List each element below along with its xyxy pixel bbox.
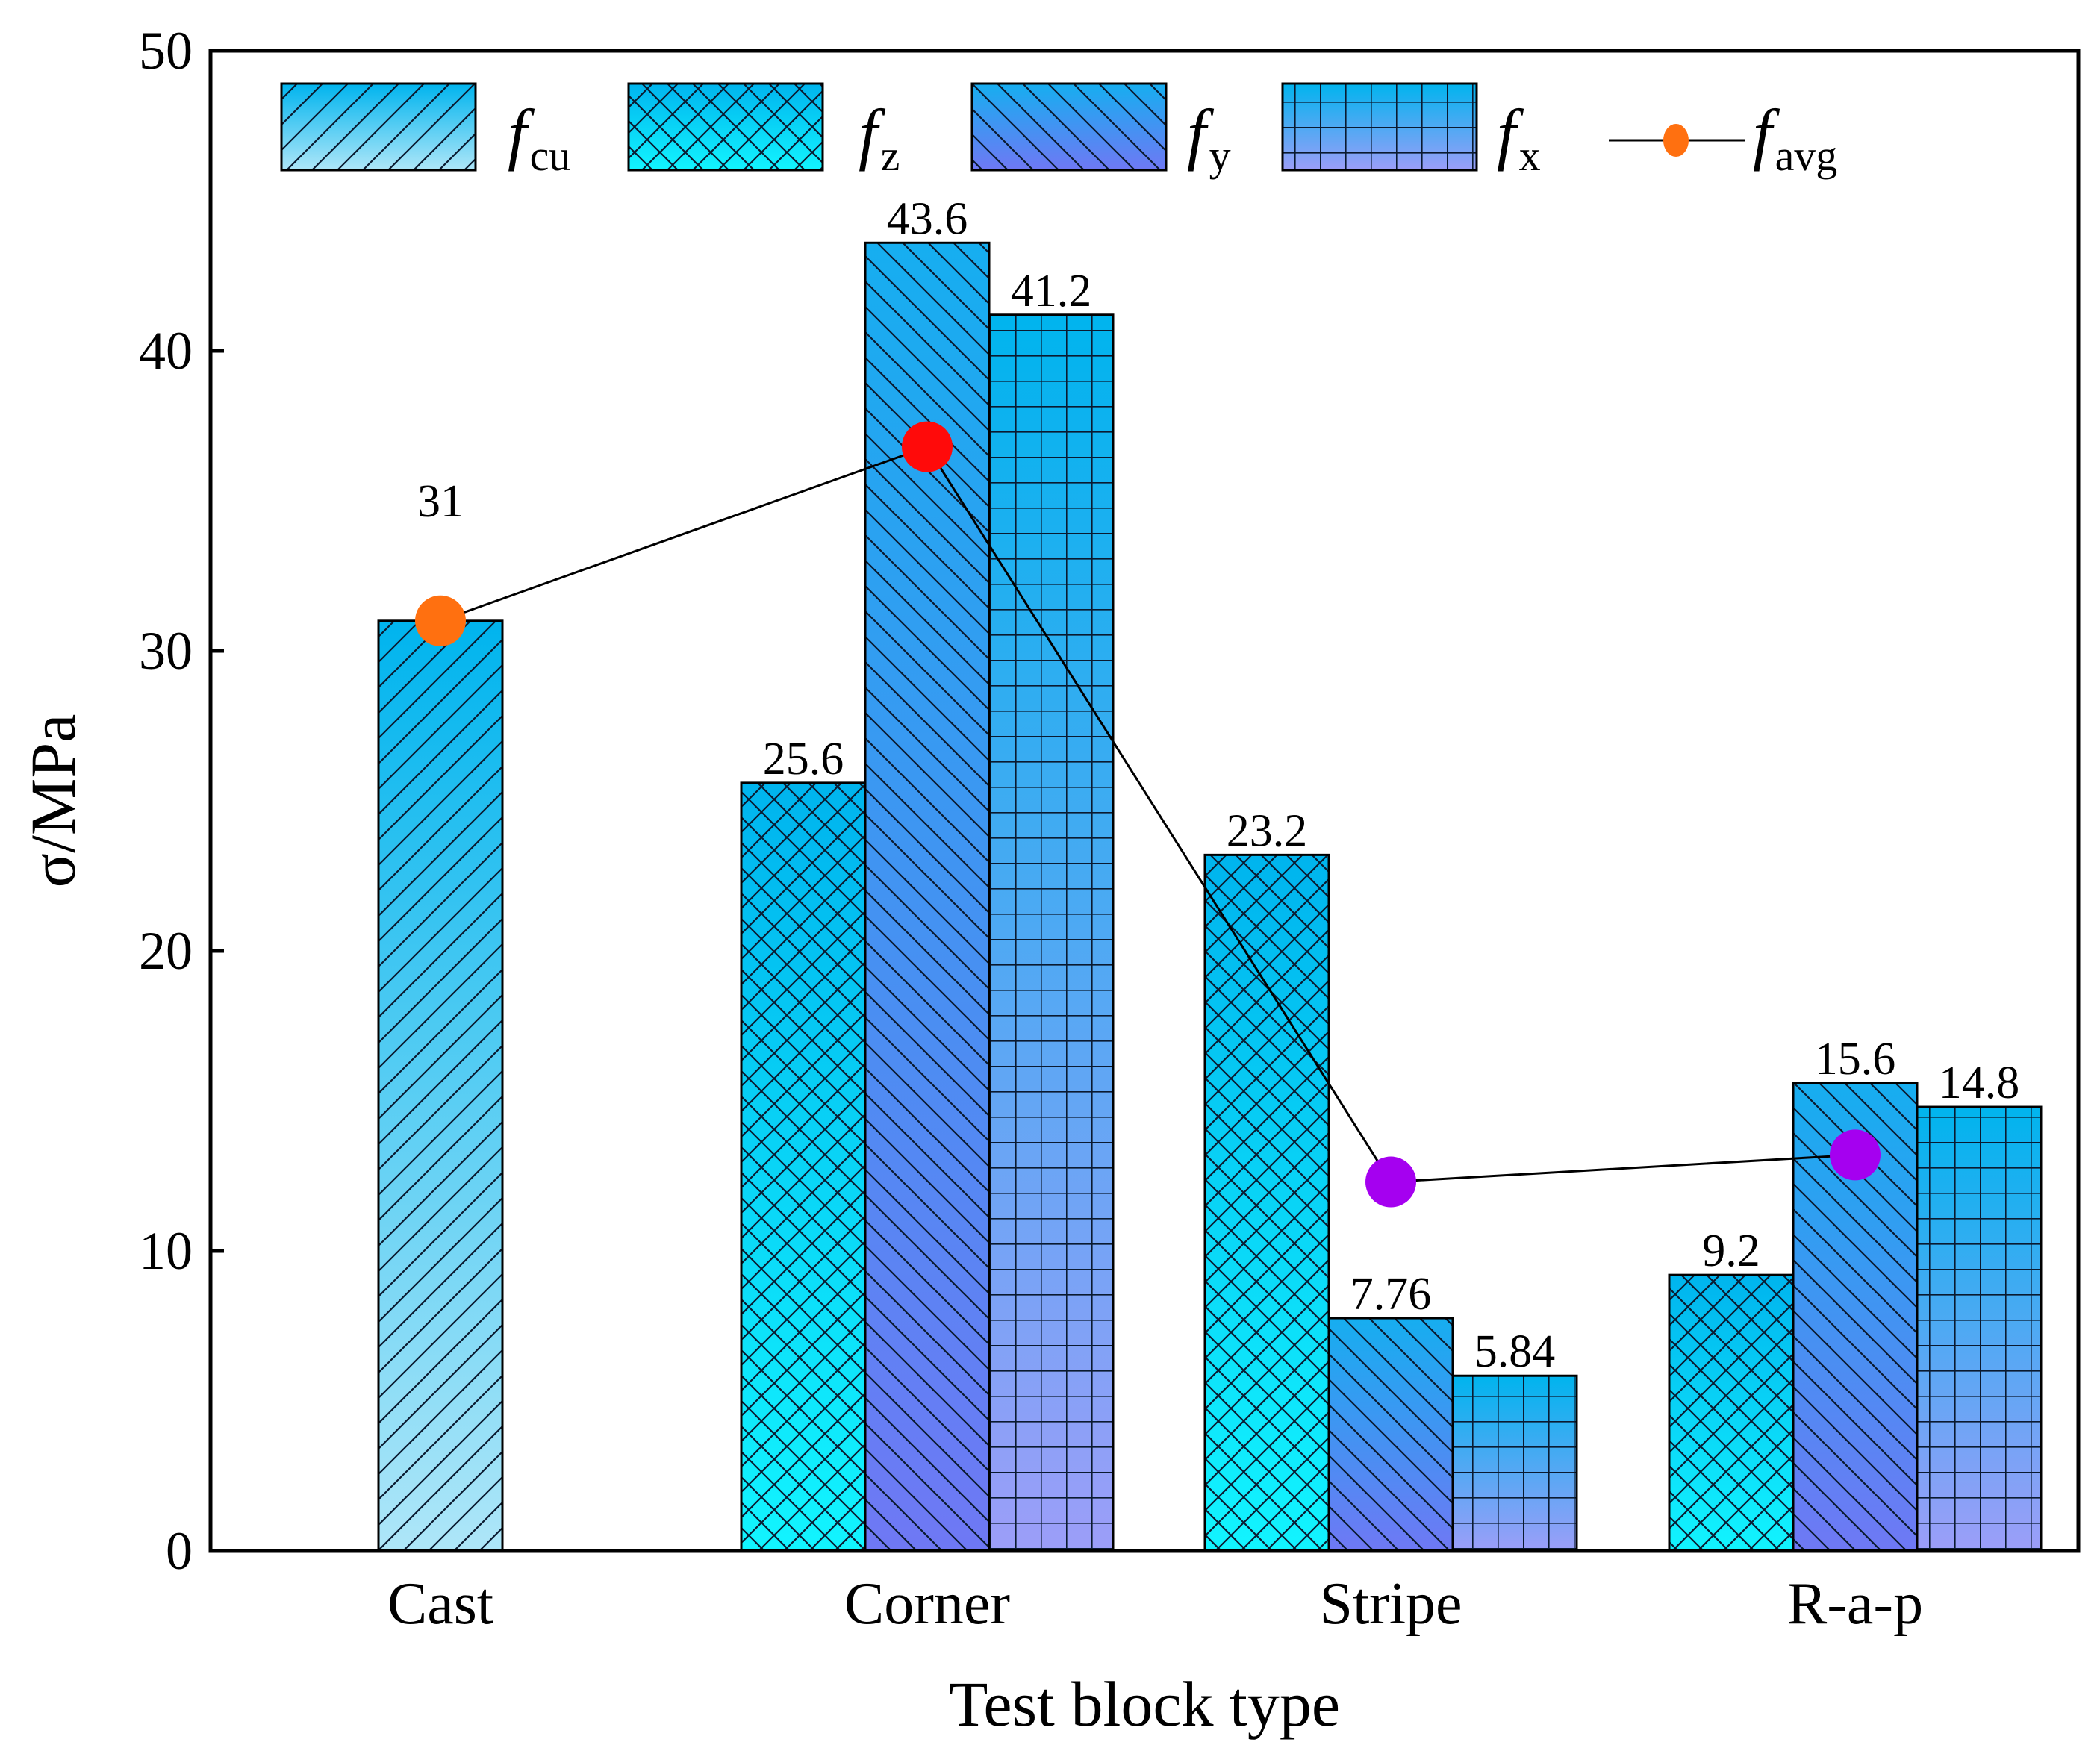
avg-line bbox=[440, 445, 1856, 1184]
avg-marker-r-a-p bbox=[1830, 1129, 1881, 1181]
bar-fx-corner bbox=[988, 313, 1115, 1552]
data-label-fy-r-a-p: 15.6 bbox=[1815, 1034, 1896, 1084]
bar-fz-r-a-p bbox=[1668, 1273, 1795, 1552]
bar-fx-stripe bbox=[1451, 1374, 1578, 1552]
avg-line-layer bbox=[415, 421, 1881, 1208]
data-label-fy-corner: 43.6 bbox=[887, 193, 968, 244]
legend-item-fz: fz bbox=[627, 82, 900, 180]
bars-layer bbox=[377, 241, 2043, 1552]
bar-fz-stripe bbox=[1203, 853, 1330, 1552]
x-tick-label-r-a-p: R-a-p bbox=[1787, 1571, 1923, 1637]
legend-item-fy: fy bbox=[970, 82, 1231, 180]
data-label-fx-r-a-p: 14.8 bbox=[1939, 1058, 2020, 1108]
x-tick-label-cast: Cast bbox=[387, 1571, 493, 1637]
legend-label-fz: fz bbox=[859, 96, 900, 180]
legend-label-fx: fx bbox=[1497, 96, 1541, 180]
data-label-fz-stripe: 23.2 bbox=[1227, 805, 1308, 856]
x-axis-title: Test block type bbox=[949, 1668, 1340, 1740]
avg-marker-corner bbox=[902, 421, 953, 472]
bar-fcu-cast bbox=[377, 619, 504, 1552]
data-label-fy-stripe: 7.76 bbox=[1350, 1269, 1432, 1320]
legend-label-fy: fy bbox=[1187, 96, 1231, 180]
y-tick-label: 50 bbox=[139, 21, 193, 81]
bar-fx-r-a-p bbox=[1916, 1105, 2043, 1552]
data-labels-layer: 31 25.6 43.6 41.2 23.2 7.76 5.84 9.2 15.6 14.8 bbox=[417, 193, 2019, 1377]
data-label-fx-corner: 41.2 bbox=[1011, 266, 1092, 316]
legend: fcu fz fy fx favg bbox=[280, 82, 1837, 180]
axis-layer: 0 10 20 30 40 50 Cast Corner Stripe R-a-p bbox=[139, 21, 1923, 1637]
avg-marker-stripe bbox=[1365, 1156, 1416, 1208]
bar-fz-corner bbox=[740, 781, 867, 1552]
y-tick-label: 10 bbox=[139, 1221, 193, 1281]
x-tick-label-stripe: Stripe bbox=[1319, 1571, 1462, 1637]
y-axis-title: σ/MPa bbox=[17, 714, 89, 888]
y-tick-label: 40 bbox=[139, 321, 193, 381]
data-label-fz-r-a-p: 9.2 bbox=[1702, 1226, 1760, 1276]
x-tick-label-corner: Corner bbox=[844, 1571, 1010, 1637]
legend-item-favg: favg bbox=[1609, 96, 1837, 180]
y-tick-label: 0 bbox=[166, 1521, 193, 1581]
bar-fy-stripe bbox=[1327, 1317, 1454, 1552]
data-label-fcu-cast: 31 bbox=[417, 476, 464, 527]
legend-label-favg: favg bbox=[1753, 96, 1837, 180]
data-label-fz-corner: 25.6 bbox=[763, 734, 844, 784]
data-label-fx-stripe: 5.84 bbox=[1474, 1326, 1556, 1377]
plot-frame bbox=[208, 49, 2081, 1553]
legend-item-fx: fx bbox=[1281, 82, 1541, 180]
legend-label-fcu: fcu bbox=[508, 96, 570, 180]
avg-marker-cast bbox=[415, 595, 466, 646]
y-tick-label: 20 bbox=[139, 921, 193, 981]
y-tick-label: 30 bbox=[139, 621, 193, 681]
legend-item-fcu: fcu bbox=[280, 82, 570, 180]
